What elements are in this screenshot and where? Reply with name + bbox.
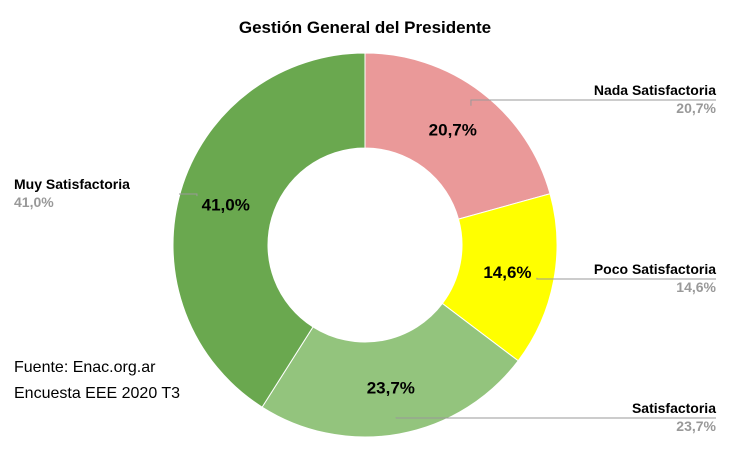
leader-line (470, 99, 716, 106)
leader-line (536, 277, 716, 280)
source-note: Fuente: Enac.org.ar (14, 359, 156, 376)
legend-value-satisfactoria: 23,7% (676, 418, 716, 434)
slice-muy-satisfactoria[interactable] (172, 52, 366, 408)
slice-value-label: 41,0% (202, 196, 250, 215)
leader-line (395, 417, 716, 419)
slice-satisfactoria[interactable] (261, 302, 519, 438)
legend-label-muy-satisfactoria: Muy Satisfactoria (14, 176, 130, 192)
survey-note: Encuesta EEE 2020 T3 (14, 385, 180, 402)
legend-label-satisfactoria: Satisfactoria (632, 400, 716, 416)
chart-title: Gestión General del Presidente (239, 18, 491, 37)
legend-value-nada-satisfactoria: 20,7% (676, 100, 716, 116)
legend-value-poco-satisfactoria: 14,6% (676, 279, 716, 295)
slice-value-label: 20,7% (429, 121, 477, 140)
legend-value-muy-satisfactoria: 41,0% (14, 194, 54, 210)
slice-nada-satisfactoria[interactable] (364, 52, 551, 220)
slice-value-label: 23,7% (367, 379, 415, 398)
legend-label-poco-satisfactoria: Poco Satisfactoria (594, 261, 716, 277)
legend-label-nada-satisfactoria: Nada Satisfactoria (594, 82, 716, 98)
slice-poco-satisfactoria[interactable] (441, 193, 558, 362)
slice-value-label: 14,6% (483, 263, 531, 282)
leader-line (179, 193, 198, 197)
